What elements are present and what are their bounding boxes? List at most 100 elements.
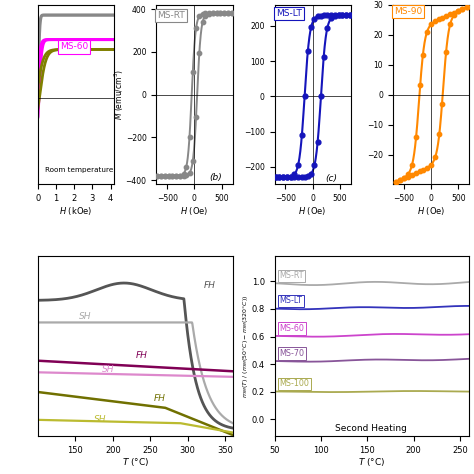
Point (450, 9, 458, 16)
Point (335, 11, 342, 19)
Text: (b): (b) (210, 173, 222, 182)
Point (298, 173, 306, 181)
Point (283, 173, 291, 181)
Point (196, 12, 203, 20)
Point (338, 11, 346, 19)
Point (291, 173, 298, 181)
Point (224, 9, 232, 17)
Text: MS-RT: MS-RT (157, 10, 185, 19)
Point (346, 11, 354, 19)
Point (287, 173, 294, 181)
Point (224, 9, 232, 17)
Point (186, 133, 193, 140)
Point (408, 171, 416, 179)
Point (419, 51, 427, 59)
Point (186, 169, 193, 177)
Point (169, 172, 176, 180)
Point (331, 11, 338, 19)
Point (427, 161, 435, 169)
Point (447, 20, 454, 28)
Point (294, 161, 302, 169)
Text: MS-100: MS-100 (279, 379, 309, 388)
Point (442, 12, 450, 20)
Point (217, 9, 224, 17)
Point (182, 172, 190, 179)
Point (450, 11, 458, 18)
Point (298, 132, 306, 139)
Text: (c): (c) (325, 174, 337, 183)
Point (176, 172, 183, 179)
Point (199, 18, 206, 26)
Point (154, 172, 161, 180)
Point (220, 9, 228, 17)
Point (217, 9, 224, 17)
Point (165, 172, 173, 180)
Point (301, 173, 309, 181)
Text: FH: FH (135, 351, 147, 360)
Text: FH: FH (204, 281, 216, 290)
Point (304, 173, 311, 180)
Point (172, 172, 180, 180)
Point (442, 48, 450, 56)
Point (436, 16, 443, 23)
Point (283, 173, 291, 181)
Point (400, 175, 408, 182)
Point (291, 171, 298, 178)
Point (176, 172, 183, 180)
Point (416, 167, 424, 175)
Point (438, 14, 446, 22)
Point (180, 172, 187, 180)
X-axis label: $H$ (kOe): $H$ (kOe) (59, 205, 93, 217)
Point (324, 24, 331, 31)
Text: MS-RT: MS-RT (279, 272, 304, 281)
Point (161, 172, 169, 180)
Text: MS-60: MS-60 (279, 324, 304, 333)
Text: SH: SH (79, 312, 91, 321)
Point (310, 15, 318, 23)
Point (404, 173, 412, 181)
X-axis label: $T$ (°C): $T$ (°C) (121, 456, 149, 468)
Point (412, 169, 420, 177)
Point (317, 12, 325, 19)
Point (459, 5, 466, 13)
Point (416, 82, 424, 89)
Point (213, 9, 220, 17)
Text: Room temperature: Room temperature (45, 167, 113, 173)
Point (412, 133, 420, 141)
Point (324, 11, 331, 19)
Text: SH: SH (94, 415, 107, 424)
Point (228, 9, 235, 17)
Point (272, 173, 280, 181)
Point (201, 12, 209, 19)
Point (275, 173, 283, 181)
Point (154, 172, 161, 180)
Point (189, 157, 197, 164)
Text: Second Heating: Second Heating (335, 424, 407, 433)
X-axis label: $H$ (Oe): $H$ (Oe) (299, 205, 327, 217)
Point (287, 173, 294, 181)
Point (205, 10, 213, 18)
Point (294, 173, 302, 181)
Point (317, 92, 325, 100)
Point (455, 7, 462, 15)
X-axis label: $T$ (°C): $T$ (°C) (358, 456, 386, 468)
Point (400, 174, 408, 182)
Point (201, 9, 209, 17)
Point (279, 173, 287, 181)
Point (459, 5, 466, 13)
X-axis label: $H$ (Oe): $H$ (Oe) (180, 205, 209, 217)
Point (205, 9, 213, 17)
Text: MS-LT: MS-LT (279, 296, 302, 305)
Point (165, 172, 173, 180)
Point (275, 173, 283, 181)
Point (169, 172, 176, 180)
Text: MS-60: MS-60 (60, 43, 88, 52)
Point (331, 12, 338, 20)
Y-axis label: $m_M(T)$ / $(m_M(50°C)-m_M(320°C))$: $m_M(T)$ / $(m_M(50°C)-m_M(320°C))$ (241, 294, 250, 398)
Point (172, 172, 180, 180)
Text: MS-LT: MS-LT (276, 9, 301, 18)
Point (404, 171, 412, 178)
Point (423, 164, 431, 172)
Y-axis label: $M$ (emu/cm$^3$): $M$ (emu/cm$^3$) (112, 69, 126, 120)
Point (279, 173, 287, 181)
